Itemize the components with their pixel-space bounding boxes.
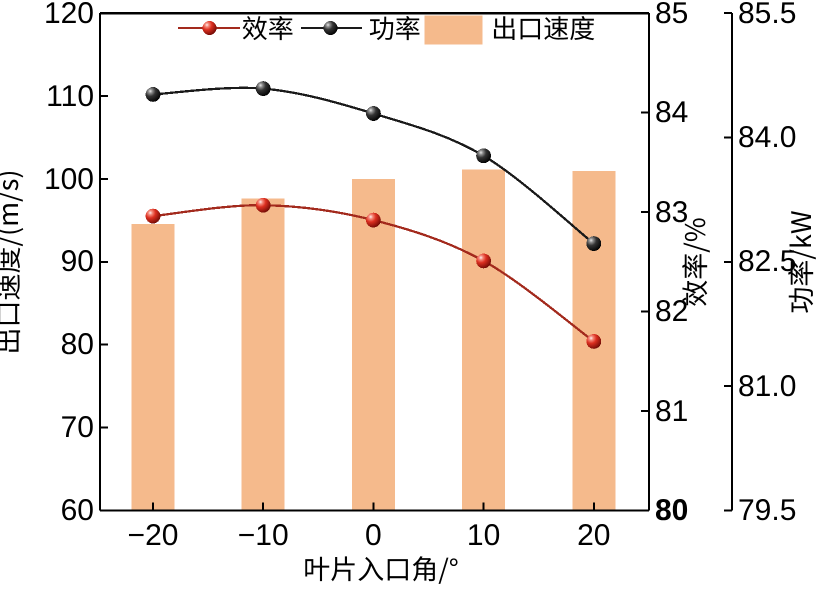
svg-text:100: 100 [44, 163, 94, 196]
svg-text:出口速度/(m/s): 出口速度/(m/s) [0, 169, 26, 354]
svg-text:−20: −20 [128, 519, 179, 552]
svg-text:出口速度: 出口速度 [491, 9, 595, 46]
svg-text:功率: 功率 [369, 9, 421, 46]
svg-text:70: 70 [61, 411, 94, 444]
svg-text:20: 20 [577, 519, 610, 552]
svg-text:80: 80 [61, 328, 94, 361]
svg-text:110: 110 [46, 80, 94, 113]
svg-text:81: 81 [655, 395, 688, 428]
svg-text:叶片入口角/°: 叶片入口角/° [303, 548, 459, 587]
svg-text:85: 85 [655, 0, 688, 30]
svg-text:−10: −10 [238, 519, 289, 552]
svg-text:功率/kW: 功率/kW [780, 210, 819, 313]
svg-text:10: 10 [467, 519, 500, 552]
svg-text:85.5: 85.5 [738, 0, 796, 30]
svg-text:60: 60 [61, 494, 94, 527]
svg-text:效率/%: 效率/% [674, 217, 713, 306]
svg-text:81.0: 81.0 [738, 370, 796, 403]
svg-text:效率: 效率 [242, 9, 294, 46]
svg-text:84.0: 84.0 [738, 121, 796, 154]
svg-text:80: 80 [655, 494, 688, 527]
svg-text:90: 90 [61, 245, 94, 278]
svg-text:84: 84 [655, 96, 688, 129]
svg-text:79.5: 79.5 [738, 494, 796, 527]
svg-text:120: 120 [44, 0, 94, 30]
